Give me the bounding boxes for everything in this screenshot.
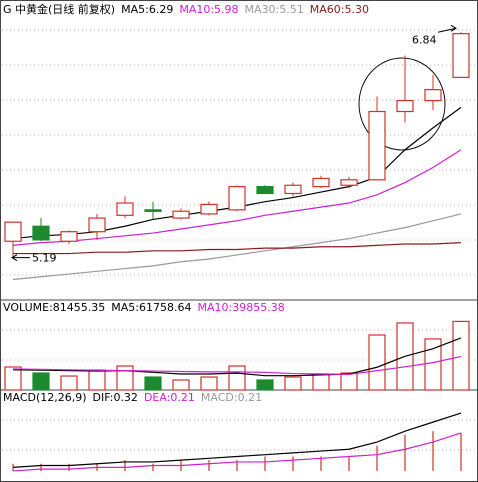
candle-body: [396, 99, 414, 113]
volume-bar: [144, 376, 162, 391]
annotation-arrow: [11, 254, 30, 262]
candle-body: [452, 33, 470, 78]
volume-bar: [228, 365, 246, 391]
legend-label: MA5:6.29: [121, 3, 173, 16]
legend-label: DEA:0.21: [144, 391, 195, 404]
volume-bar: [172, 379, 190, 391]
legend-label: DIF:0.32: [93, 391, 138, 404]
highlight-circle: [358, 57, 446, 151]
volume-bar: [4, 366, 22, 391]
volume-bar: [256, 379, 274, 391]
line-series: [13, 242, 462, 255]
line-series: [12, 432, 462, 472]
volume-bar: [424, 338, 442, 391]
legend-label: MA60:5.30: [310, 3, 369, 16]
line-series: [12, 149, 462, 246]
volume-bar: [200, 376, 218, 391]
legend-label: MA30:5.51: [245, 3, 304, 16]
candle-body: [340, 179, 358, 186]
volume-bar: [340, 372, 358, 391]
annotation-label: 5.19: [32, 252, 57, 265]
candle-body: [284, 184, 302, 195]
legend-label: MA10:39855.38: [197, 301, 284, 314]
volume-bar: [368, 334, 386, 391]
legend-label: G 中黄金(日线 前复权): [3, 2, 115, 16]
line-series: [12, 213, 462, 281]
candle-body: [256, 186, 274, 195]
volume-bar: [88, 369, 106, 391]
legend-label: MA10:5.98: [179, 3, 238, 16]
candle-body: [144, 209, 162, 212]
candle-body: [116, 202, 134, 216]
line-series: [12, 412, 462, 468]
candle-body: [32, 225, 50, 241]
volume-bar: [312, 373, 330, 391]
annotation-label: 6.84: [412, 33, 437, 46]
legend-label: MACD:0.21: [201, 391, 262, 404]
volume-bar: [284, 376, 302, 391]
line-series: [12, 337, 462, 377]
volume-bar: [116, 365, 134, 391]
candle-body: [88, 217, 106, 233]
volume-bar: [60, 375, 78, 391]
candle-body: [60, 231, 78, 242]
candle-body: [172, 210, 190, 219]
annotation-arrow: [437, 24, 457, 33]
candle-body: [312, 177, 330, 188]
volume-bar: [452, 320, 470, 391]
candle-body: [4, 221, 22, 242]
volume-bar: [32, 372, 50, 391]
candle-body: [424, 89, 442, 102]
legend-label: MACD(12,26,9): [3, 391, 87, 404]
candle-body: [228, 186, 246, 211]
candle-body: [368, 110, 386, 181]
legend-label: MA5:61758.64: [111, 301, 191, 314]
line-series: [12, 355, 462, 376]
candle-body: [200, 203, 218, 215]
legend-label: VOLUME:81455.35: [3, 301, 105, 314]
